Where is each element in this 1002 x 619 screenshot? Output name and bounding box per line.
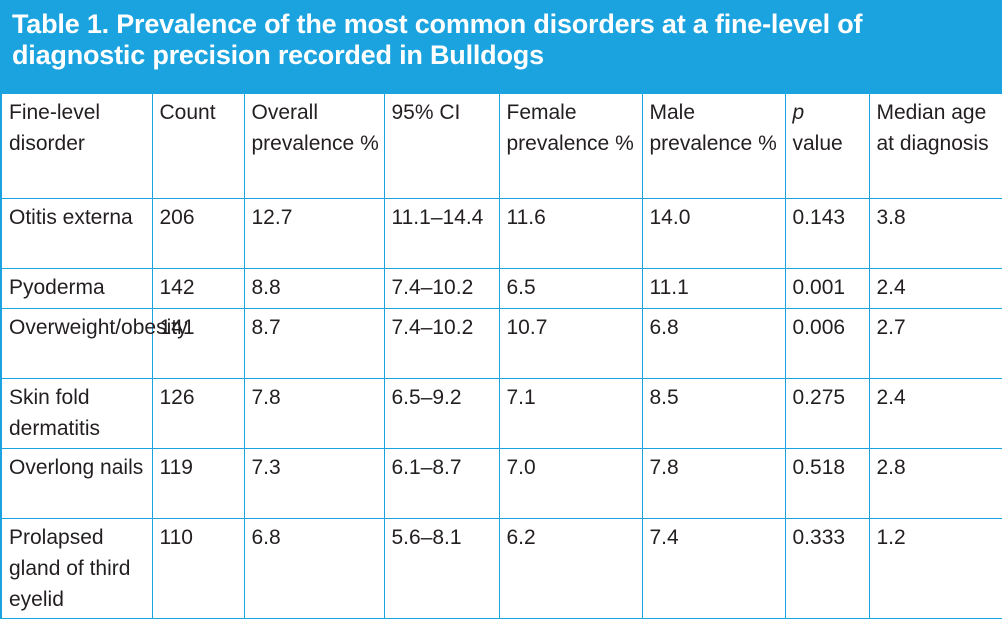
header-overall-prevalence: Overall prevalence % [243,93,385,199]
cell-disorder: Otitis externa [0,198,153,269]
table-row: Pyoderma 142 8.8 7.4–10.2 6.5 11.1 0.001… [0,268,1002,309]
cell-count: 110 [151,518,245,619]
cell-age: 1.2 [868,518,1002,619]
cell-male: 7.8 [641,448,786,519]
cell-count: 141 [151,308,245,379]
cell-p: 0.143 [784,198,870,269]
cell-overall: 8.7 [243,308,385,379]
cell-p: 0.006 [784,308,870,379]
cell-male: 11.1 [641,268,786,309]
cell-age: 2.8 [868,448,1002,519]
cell-disorder: Skin fold dermatitis [0,378,153,449]
cell-female: 7.1 [498,378,643,449]
cell-disorder: Overweight/obesity [0,308,188,379]
cell-male: 14.0 [641,198,786,269]
cell-female: 6.2 [498,518,643,619]
cell-female: 10.7 [498,308,643,379]
cell-ci: 6.1–8.7 [383,448,500,519]
cell-disorder: Prolapsed gland of third eyelid [0,518,153,619]
cell-male: 7.4 [641,518,786,619]
header-disorder: Fine-level disorder [0,93,153,199]
header-p-italic: p [792,101,805,124]
cell-overall: 7.3 [243,448,385,519]
table-row: Skin fold dermatitis 126 7.8 6.5–9.2 7.1… [0,378,1002,449]
cell-female: 6.5 [498,268,643,309]
cell-count: 126 [151,378,245,449]
cell-count: 119 [151,448,245,519]
cell-overall: 7.8 [243,378,385,449]
cell-age: 3.8 [868,198,1002,269]
header-p-value: p value [784,93,870,199]
cell-age: 2.4 [868,268,1002,309]
header-p-rest: value [792,132,843,155]
cell-female: 11.6 [498,198,643,269]
header-female-prevalence: Female prevalence % [498,93,643,199]
header-median-age: Median age at diagnosis [868,93,1002,199]
cell-age: 2.7 [868,308,1002,379]
table-row: Overlong nails 119 7.3 6.1–8.7 7.0 7.8 0… [0,448,1002,519]
cell-female: 7.0 [498,448,643,519]
cell-overall: 12.7 [243,198,385,269]
cell-overall: 8.8 [243,268,385,309]
cell-ci: 11.1–14.4 [383,198,500,269]
cell-count: 142 [151,268,245,309]
cell-ci: 5.6–8.1 [383,518,500,619]
cell-ci: 7.4–10.2 [383,268,500,309]
cell-male: 8.5 [641,378,786,449]
cell-overall: 6.8 [243,518,385,619]
cell-ci: 6.5–9.2 [383,378,500,449]
header-row: Fine-level disorder Count Overall preval… [0,93,1002,199]
header-ci: 95% CI [383,93,500,199]
header-count: Count [151,93,245,199]
cell-p: 0.001 [784,268,870,309]
table-row: Overweight/obesity 141 8.7 7.4–10.2 10.7… [0,308,1002,379]
cell-p: 0.333 [784,518,870,619]
cell-count: 206 [151,198,245,269]
table-title: Table 1. Prevalence of the most common d… [0,0,1002,93]
table-row: Otitis externa 206 12.7 11.1–14.4 11.6 1… [0,198,1002,269]
prevalence-table: Fine-level disorder Count Overall preval… [0,93,1002,619]
cell-ci: 7.4–10.2 [383,308,500,379]
cell-disorder: Overlong nails [0,448,153,519]
header-male-prevalence: Male prevalence % [641,93,786,199]
cell-p: 0.518 [784,448,870,519]
cell-p: 0.275 [784,378,870,449]
cell-disorder: Pyoderma [0,268,153,309]
table-row: Prolapsed gland of third eyelid 110 6.8 … [0,518,1002,619]
cell-age: 2.4 [868,378,1002,449]
cell-male: 6.8 [641,308,786,379]
